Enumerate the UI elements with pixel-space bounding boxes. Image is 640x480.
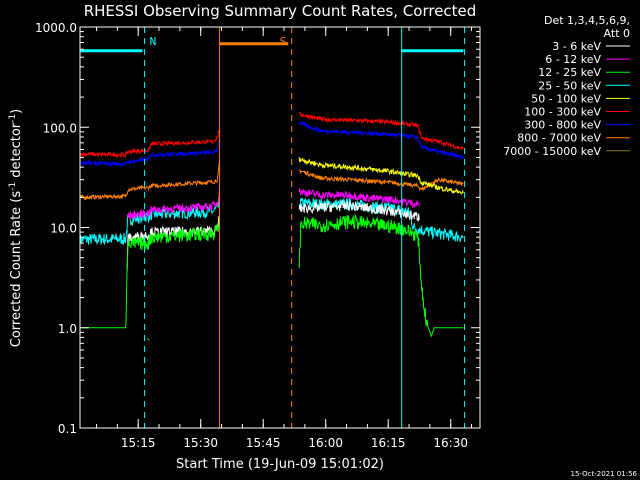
legend-entry-label: 7000 - 15000 keV <box>503 145 601 158</box>
y-tick-label: 1000.0 <box>35 21 77 35</box>
flag-label: N <box>150 35 157 48</box>
series-line <box>79 160 220 201</box>
y-tick-label: 0.1 <box>58 422 77 436</box>
series-line <box>298 111 464 151</box>
series-line <box>126 188 221 220</box>
legend-entry-label: 300 - 800 keV <box>524 119 601 132</box>
legend-entry-label: 25 - 50 keV <box>538 79 601 92</box>
legend-entry-label: 50 - 100 keV <box>531 92 601 105</box>
legend-entry-label: 12 - 25 keV <box>538 66 601 79</box>
legend-header-line-1: Det 1,3,4,5,6,9, <box>544 14 630 27</box>
series-line <box>147 338 150 341</box>
legend-entry-label: 100 - 300 keV <box>524 106 601 119</box>
chart-title: RHESSI Observing Summary Count Rates, Co… <box>84 2 477 20</box>
plot-area: N S 0.1 1.0 10.0 100.0 1000.0 15:15 15:30 15:45… <box>35 21 481 450</box>
legend-entry-label: 3 - 6 keV <box>552 40 601 53</box>
series-line <box>79 138 220 168</box>
x-tick-label: 16:30 <box>433 436 468 450</box>
legend-header-line-2: Att 0 <box>604 27 630 40</box>
legend-entry-label: 6 - 12 keV <box>545 53 601 66</box>
x-tick-label: 15:30 <box>183 436 218 450</box>
x-tick-label: 16:00 <box>308 436 343 450</box>
y-axis-label-main: Corrected Count Rate (s <box>9 191 24 348</box>
y-tick-label: 10.0 <box>50 222 77 236</box>
y-axis-label-end: ) <box>9 109 24 114</box>
flag-label: S <box>280 35 287 48</box>
series-line <box>126 215 221 272</box>
y-axis-label: Corrected Count Rate (s-1 detector-1) <box>8 109 24 347</box>
y-tick-label: 100.0 <box>43 121 77 135</box>
series-line <box>298 187 420 209</box>
series-line <box>298 169 464 192</box>
x-axis: 15:15 15:30 15:45 16:00 16:15 16:30 <box>96 27 473 450</box>
y-axis: 0.1 1.0 10.0 100.0 1000.0 <box>35 21 480 436</box>
legend-entry-label: 800 - 7000 keV <box>517 132 601 145</box>
plot-frame <box>79 26 481 429</box>
generation-timestamp: 15-Oct-2021 01:56 <box>571 470 638 478</box>
x-tick-label: 16:15 <box>371 436 406 450</box>
y-tick-label: 1.0 <box>58 322 77 336</box>
series-line <box>298 213 464 338</box>
series-line <box>298 156 464 195</box>
series-line <box>298 200 420 223</box>
y-axis-label-exponent-2: -1 <box>8 114 18 123</box>
x-axis-label: Start Time (19-Jun-09 15:01:02) <box>176 457 384 472</box>
series-line <box>298 120 464 160</box>
y-axis-label-middle: detector <box>9 122 24 182</box>
series-line <box>80 216 220 329</box>
series-line <box>79 128 220 159</box>
y-axis-label-exponent-1: -1 <box>8 182 18 191</box>
x-tick-label: 15:45 <box>246 436 281 450</box>
x-tick-label: 15:15 <box>121 436 156 450</box>
